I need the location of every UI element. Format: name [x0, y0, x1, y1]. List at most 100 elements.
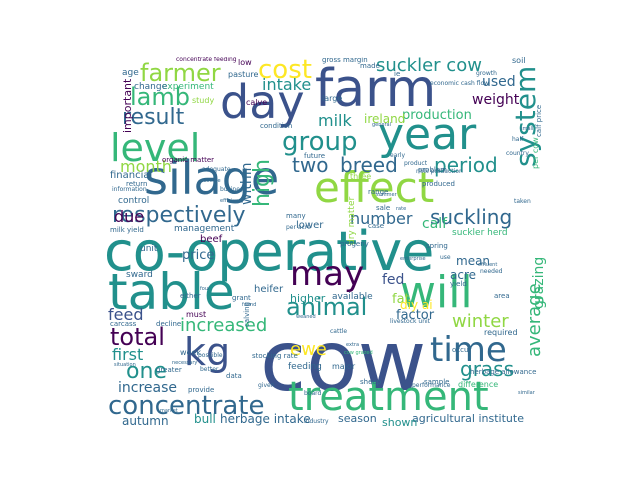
word-return: return [126, 180, 148, 188]
word-better: better [200, 366, 219, 373]
word-dry-matter: dry matter [347, 196, 357, 245]
word-month: month [120, 157, 172, 176]
word-unit: unit [140, 244, 158, 254]
word-suckler-herd: suckler herd [452, 228, 508, 238]
word-fed: fed [382, 272, 405, 288]
word-animal: animal [286, 293, 368, 321]
word-may: may [290, 254, 365, 294]
word-concentrate-feeding: concentrate feeding [176, 57, 237, 63]
word-higher: higher [290, 292, 326, 305]
word-rate: rate [396, 206, 407, 212]
word-first: first [112, 345, 144, 364]
word-lower: lower [296, 220, 324, 231]
word-provide: provide [188, 386, 215, 394]
word-product: product [404, 160, 428, 167]
word-used: used [482, 74, 516, 90]
word-future: future [304, 152, 326, 160]
word-management: management [174, 224, 235, 234]
word-effect: effect [314, 163, 435, 212]
word-found: found [242, 302, 257, 308]
word-case: case [368, 222, 385, 230]
word-three: three [350, 172, 372, 181]
word-autumn: autumn [122, 414, 169, 427]
word-milk-production: milk production [416, 168, 463, 175]
word-made: made [360, 62, 380, 70]
word-half: half [512, 136, 524, 143]
word-cattle: cattle [330, 328, 348, 335]
word-table: table [108, 263, 235, 321]
word-large: large [322, 94, 343, 103]
word-diy-ai: diy ai [400, 298, 433, 312]
word-grass: grass [460, 357, 515, 381]
word-study: study [192, 96, 215, 105]
word-farm: farm [315, 59, 437, 119]
word-herbage-intake: herbage intake [220, 412, 311, 426]
word-increased: increased [180, 315, 268, 336]
word-herbage-allowance: herbage allowance [470, 368, 537, 376]
word-financial: financial [110, 170, 153, 181]
word-four: four [200, 286, 211, 292]
word-important: important [121, 78, 134, 133]
word-range: range [368, 188, 389, 196]
word-increase: increase [118, 380, 178, 396]
word-beef: beef [200, 234, 223, 245]
word-gross-margin: gross margin [322, 57, 368, 64]
word-spring: spring [426, 242, 448, 250]
word-data: data [226, 372, 242, 380]
word-pasture: pasture [228, 70, 259, 79]
word-factor: factor [396, 308, 435, 323]
word-calve: calve [246, 98, 268, 107]
word-shown: shown [382, 416, 418, 427]
word-early: early [390, 152, 406, 159]
word-major: major [332, 362, 356, 371]
word-group: group [282, 127, 358, 157]
word-grazing: grazing [531, 256, 547, 309]
word-progeny: progeny [340, 240, 369, 248]
word-effluent: effluent [478, 262, 498, 268]
word-necessary: necessary [172, 360, 198, 366]
word-country: country [506, 150, 529, 157]
word-week: week [180, 348, 202, 357]
word-area: area [494, 292, 510, 300]
word-board: board [304, 390, 322, 397]
word-stocking-rate: stocking rate [252, 352, 298, 360]
word-situation: situation [114, 362, 136, 368]
word-level: level [110, 126, 201, 170]
word-treatment: treatment [288, 374, 489, 420]
word-price: price [182, 248, 215, 263]
word-intake: intake [262, 75, 312, 94]
word-ewe: ewe [290, 339, 327, 360]
word-number: number [350, 209, 413, 228]
word-day: day [220, 75, 305, 129]
word-per-acre: per acre [286, 224, 311, 231]
word-acre: acre [450, 268, 477, 282]
word-total: total [110, 323, 165, 351]
word-sward: sward [126, 270, 153, 280]
word-given: given [258, 382, 275, 389]
word-will: will [400, 267, 473, 318]
word-low: low [238, 58, 252, 67]
word-adequate: adequate [202, 166, 231, 173]
word-business: business [220, 186, 247, 193]
word-milk-yield: milk yield [110, 226, 144, 234]
word-time: time [430, 330, 507, 370]
wordcloud: cow co-operative farm table day year sil… [100, 57, 548, 427]
word-respectively: respectively [112, 203, 246, 228]
word-cow-grazed: cow grazed [344, 350, 373, 356]
word-silage: silage [144, 151, 280, 205]
word-small: small [520, 126, 534, 132]
word-market: market [160, 408, 178, 414]
word-information: information [112, 186, 147, 193]
word-soil: soil [512, 57, 526, 65]
word-enterprise: enterprise [400, 256, 426, 262]
word-taken: taken [514, 198, 531, 205]
word-milk: milk [318, 111, 352, 130]
word-co-operative: co-operative [104, 220, 434, 283]
word-mean: mean [456, 254, 491, 268]
word-difference: difference [458, 380, 499, 389]
word-performance: performance [412, 382, 451, 389]
word-result: result [122, 105, 185, 130]
word-cow: cow [260, 312, 427, 410]
word-period: period [434, 153, 498, 177]
word-calf-price: calf price [535, 104, 543, 137]
